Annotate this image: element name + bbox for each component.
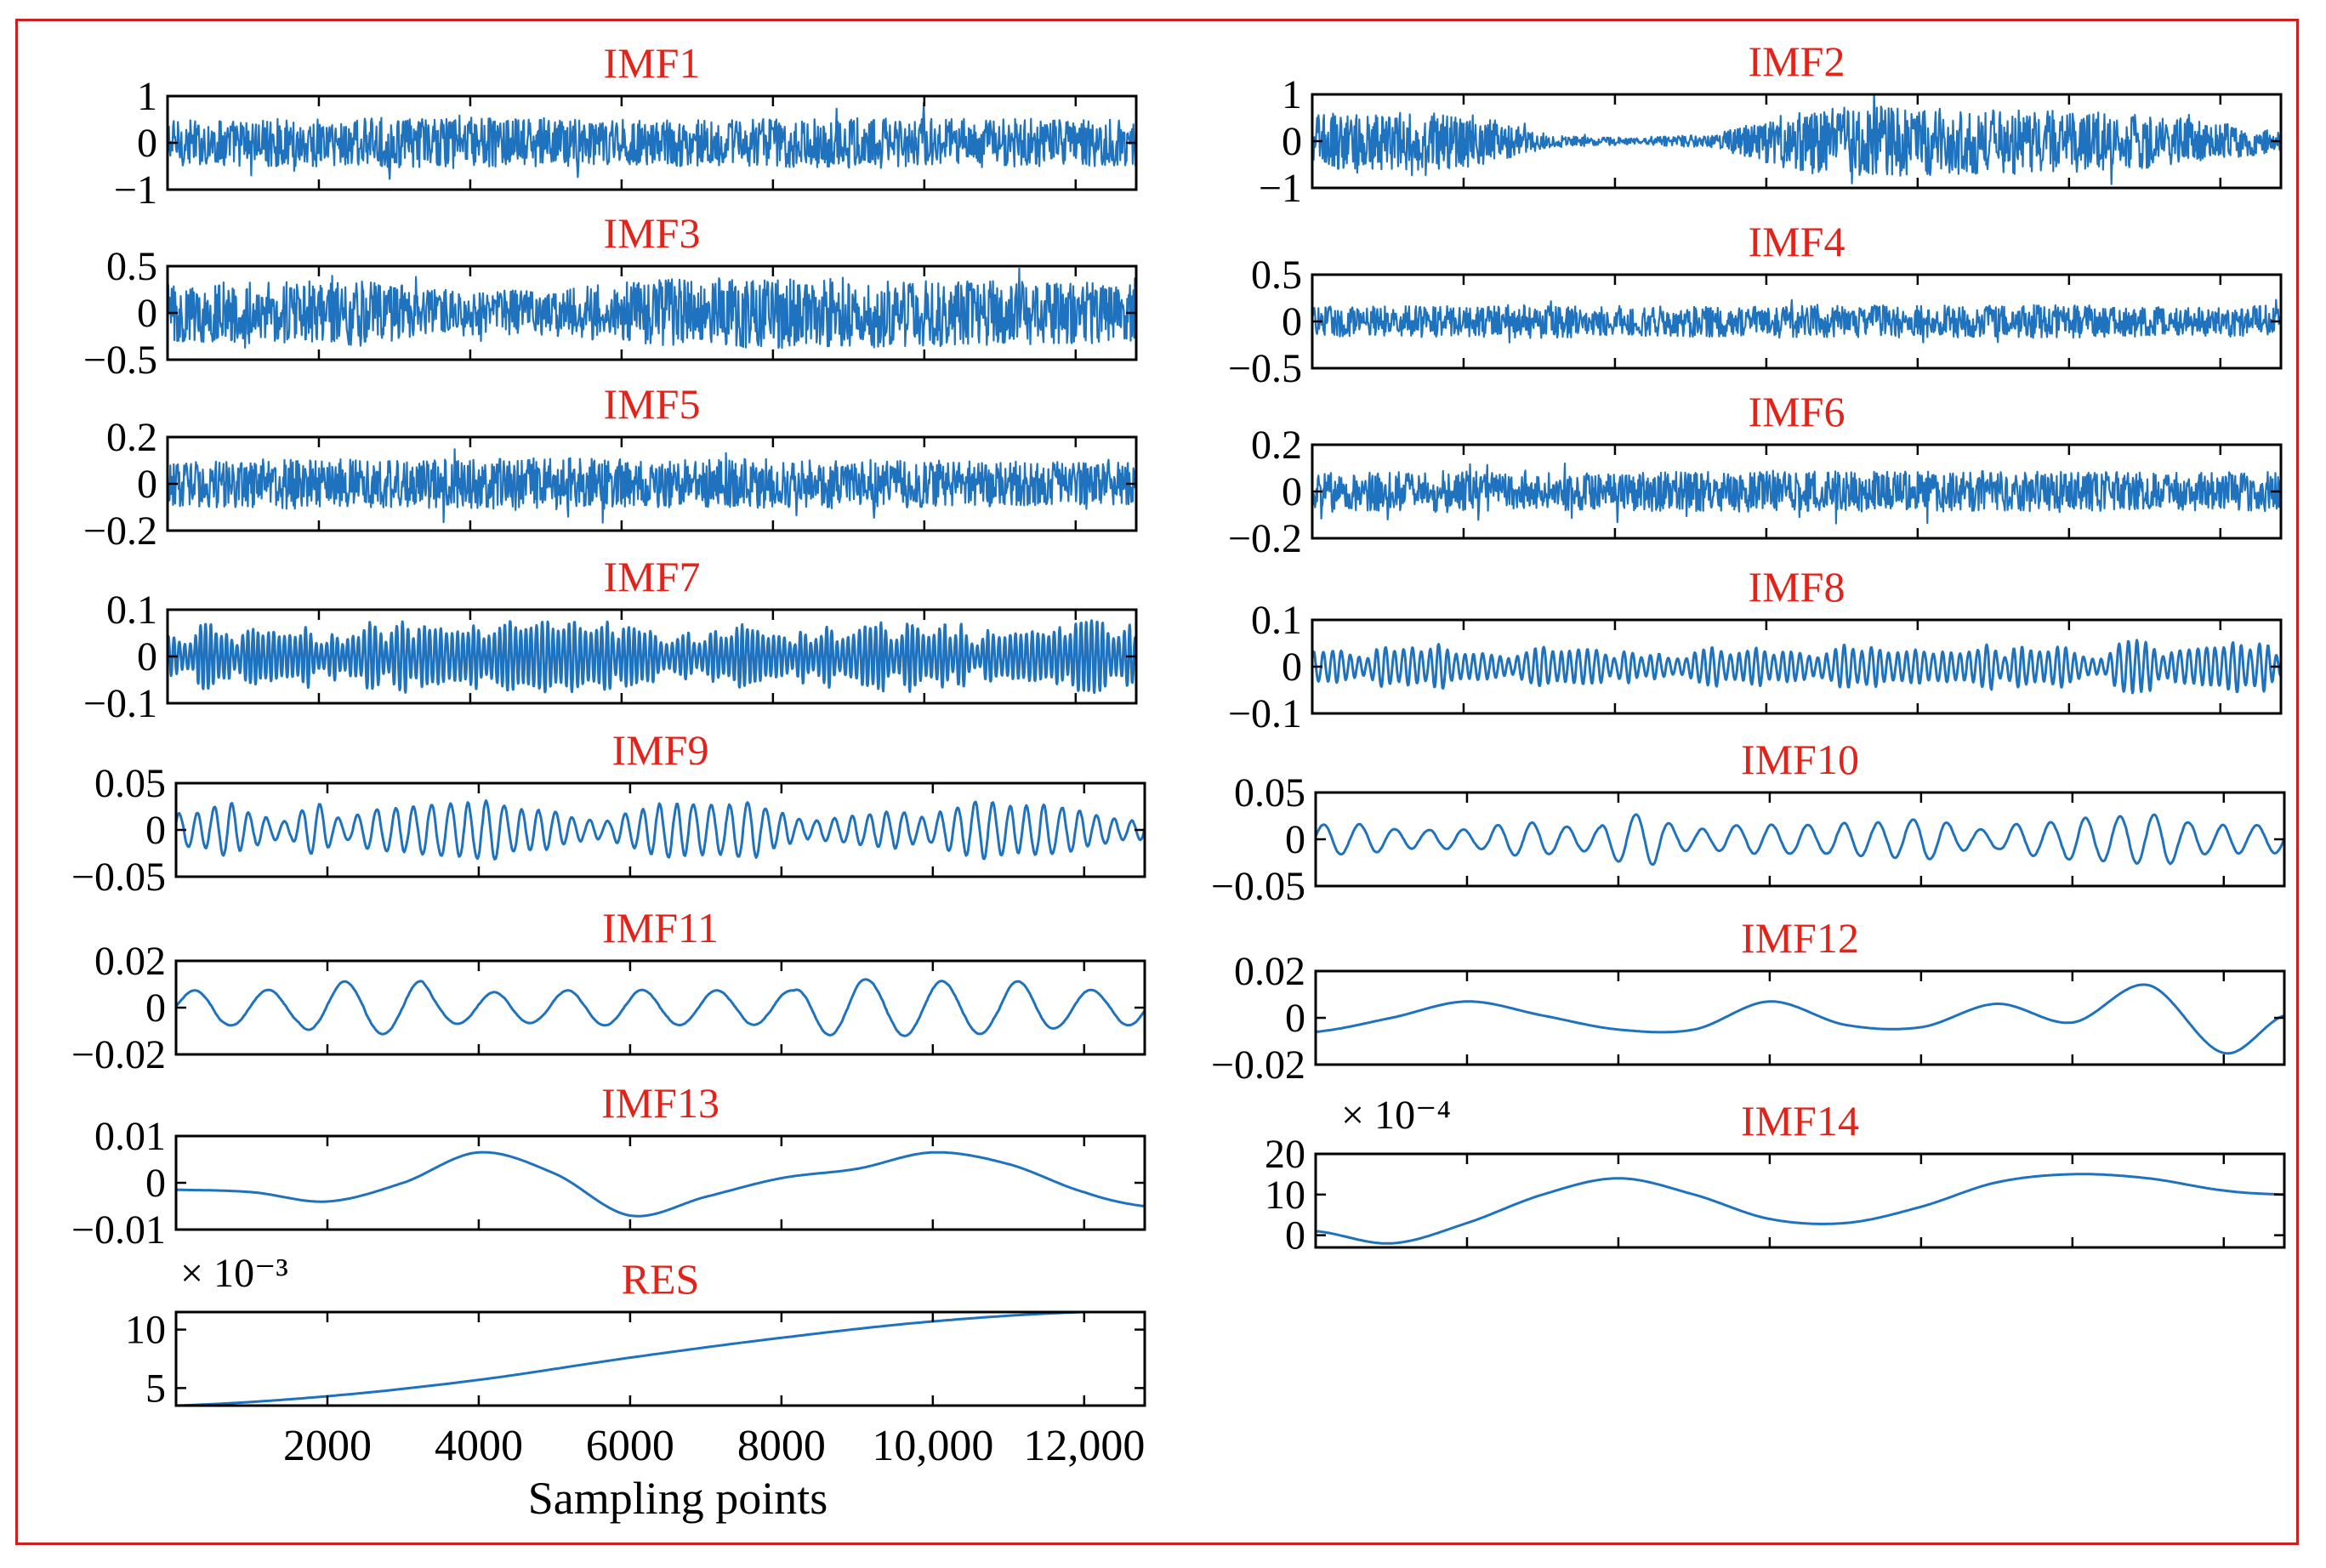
- imf10-ytick-label: 0: [1285, 817, 1305, 862]
- imf4-ytick-label: 0.5: [1251, 253, 1302, 298]
- imf14-title: IMF14: [1741, 1097, 1859, 1145]
- imf4-title: IMF4: [1749, 218, 1845, 265]
- x-tick-label: 4000: [435, 1422, 523, 1470]
- imf1-ytick-label: 0: [137, 121, 157, 166]
- res-ytick-label: 5: [145, 1366, 166, 1411]
- imf8-ytick-label: 0.1: [1251, 598, 1302, 643]
- imf14-ytick-label: 20: [1265, 1132, 1305, 1177]
- imf5-ytick-label: 0: [137, 462, 157, 507]
- imf14-exponent-multiplier: × 10⁻⁴: [1341, 1093, 1451, 1138]
- imf4-ytick-label: 0: [1282, 299, 1302, 344]
- imf7-ytick-label: 0.1: [106, 588, 157, 633]
- imf13-ytick-label: 0.01: [94, 1114, 166, 1159]
- imf14-axes-box: [1314, 1152, 2286, 1249]
- imf12-ytick-label: 0: [1285, 996, 1305, 1041]
- imf3-title: IMF3: [604, 209, 701, 257]
- x-axis-label: Sampling points: [528, 1473, 828, 1524]
- imf1-title: IMF1: [604, 39, 701, 87]
- imf3-ytick-label: 0: [137, 291, 157, 336]
- imf2-series-line: [1312, 94, 2281, 185]
- imf11-ytick-label: 0: [145, 986, 166, 1031]
- imf9-ytick-label: 0.05: [94, 761, 166, 806]
- imf8-ytick-label: 0: [1282, 645, 1302, 690]
- imf9-axes-box: [174, 781, 1146, 878]
- x-tick-label: 8000: [737, 1422, 826, 1470]
- imf9-ytick-label: 0: [145, 808, 166, 853]
- imf13-title: IMF13: [601, 1079, 719, 1127]
- imf3-series-line: [168, 267, 1136, 349]
- imf8-title: IMF8: [1749, 563, 1845, 611]
- imf14-ytick-label: 10: [1265, 1173, 1305, 1218]
- imf13-ytick-label: −0.01: [71, 1207, 166, 1253]
- imf14-series-line: [1316, 1173, 2284, 1245]
- imf13-axes-box: [174, 1134, 1146, 1231]
- imf11-title: IMF11: [602, 904, 719, 952]
- imf5-title: IMF5: [604, 380, 701, 428]
- imf10-ytick-label: −0.05: [1211, 864, 1305, 909]
- imf6-ytick-label: −0.2: [1228, 516, 1302, 561]
- x-tick-label: 6000: [586, 1422, 674, 1470]
- imf11-ytick-label: −0.02: [71, 1032, 166, 1077]
- imf11-ytick-label: 0.02: [94, 939, 166, 984]
- imf6-title: IMF6: [1749, 388, 1845, 435]
- imf12-series-line: [1316, 983, 2284, 1055]
- imf5-ytick-label: −0.2: [83, 508, 157, 554]
- imf7-ytick-label: 0: [137, 634, 157, 679]
- imf7-ytick-label: −0.1: [83, 681, 157, 726]
- imf13-series-line: [176, 1150, 1145, 1218]
- res-title: RES: [622, 1255, 700, 1303]
- imf1-ytick-label: 1: [137, 74, 157, 119]
- imf7-series-line: [168, 619, 1136, 695]
- imf11-series-line: [176, 978, 1145, 1037]
- imf4-ytick-label: −0.5: [1228, 346, 1302, 391]
- imf12-ytick-label: −0.02: [1211, 1042, 1305, 1088]
- imf10-title: IMF10: [1741, 736, 1859, 783]
- imf13-ytick-label: 0: [145, 1161, 166, 1206]
- res-series-line: [176, 1312, 1145, 1406]
- imf3-ytick-label: −0.5: [83, 338, 157, 383]
- imf5-series-line: [168, 448, 1136, 524]
- imf8-ytick-label: −0.1: [1228, 691, 1302, 736]
- imf9-ytick-label: −0.05: [71, 855, 166, 900]
- imf14-ytick-label: 0: [1285, 1213, 1305, 1258]
- imf2-ytick-label: 1: [1282, 72, 1302, 117]
- x-tick-label: 10,000: [872, 1422, 993, 1470]
- imf8-series-line: [1312, 639, 2281, 695]
- imf10-ytick-label: 0.05: [1234, 770, 1305, 815]
- imf1-ytick-label: −1: [114, 168, 157, 213]
- res-ytick-label: 10: [125, 1308, 166, 1353]
- imf6-ytick-label: 0.2: [1251, 423, 1302, 468]
- imf10-series-line: [1316, 813, 2284, 866]
- x-tick-label: 2000: [283, 1422, 372, 1470]
- figure-frame: [15, 19, 2299, 1545]
- imf9-series-line: [176, 799, 1145, 861]
- imf12-ytick-label: 0.02: [1234, 949, 1305, 994]
- imf2-ytick-label: 0: [1282, 119, 1302, 164]
- res-exponent-multiplier: × 10⁻³: [180, 1251, 288, 1296]
- imf6-series-line: [1312, 463, 2281, 525]
- imf4-series-line: [1312, 298, 2281, 344]
- imf6-ytick-label: 0: [1282, 469, 1302, 514]
- imf1-series-line: [168, 101, 1136, 180]
- imf2-title: IMF2: [1749, 37, 1845, 85]
- imf5-ytick-label: 0.2: [106, 415, 157, 460]
- res-axes-box: [174, 1310, 1146, 1407]
- imf7-title: IMF7: [604, 553, 701, 600]
- x-tick-label: 12,000: [1023, 1422, 1145, 1470]
- imf9-title: IMF9: [612, 726, 709, 774]
- imf12-title: IMF12: [1741, 914, 1859, 962]
- imf2-ytick-label: −1: [1259, 166, 1302, 211]
- imf3-ytick-label: 0.5: [106, 244, 157, 289]
